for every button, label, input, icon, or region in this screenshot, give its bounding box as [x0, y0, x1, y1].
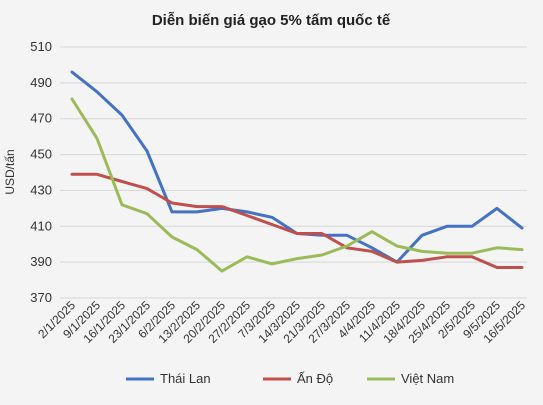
- x-axis-ticks: 2/1/20259/1/202516/1/202523/1/20256/2/20…: [35, 298, 528, 346]
- y-tick-label: 510: [30, 39, 52, 54]
- y-tick-label: 430: [30, 182, 52, 197]
- y-tick-label: 390: [30, 254, 52, 269]
- legend: Thái Lan Ấn Độ Việt Nam: [126, 371, 454, 386]
- y-tick-label: 410: [30, 218, 52, 233]
- legend-label-1: Ấn Độ: [297, 371, 333, 386]
- legend-label-0: Thái Lan: [160, 371, 211, 386]
- series-line-2: [70, 97, 524, 273]
- series-line-1: [70, 172, 524, 269]
- y-tick-label: 370: [30, 290, 52, 305]
- series-lines: [70, 70, 524, 273]
- y-axis-label: USD/tấn: [3, 149, 17, 194]
- gridlines: [60, 46, 527, 299]
- y-axis-ticks: 370 390 410 430 450 470 490 510: [30, 39, 52, 305]
- y-tick-label: 450: [30, 147, 52, 162]
- chart-title: Diễn biến giá gạo 5% tấm quốc tế: [152, 12, 391, 29]
- legend-label-2: Việt Nam: [401, 371, 454, 386]
- y-tick-label: 490: [30, 75, 52, 90]
- y-tick-label: 470: [30, 111, 52, 126]
